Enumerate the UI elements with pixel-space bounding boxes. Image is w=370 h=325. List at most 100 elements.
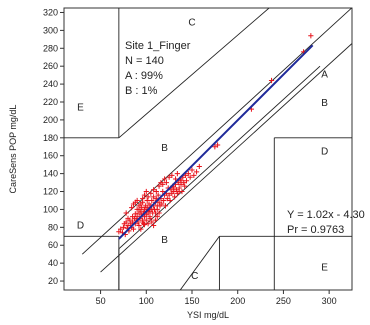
data-point (212, 144, 218, 150)
y-tick-label: 40 (48, 258, 58, 268)
y-tick-label: 60 (48, 240, 58, 250)
y-tick-label: 240 (43, 79, 58, 89)
regression-line (118, 44, 314, 240)
data-point (125, 222, 131, 229)
data-point (132, 211, 138, 217)
data-point (196, 163, 202, 170)
y-tick-label: 320 (43, 7, 58, 17)
data-point (181, 179, 187, 186)
data-point (141, 222, 148, 228)
data-point (189, 167, 195, 173)
stats-zone-a: A : 99% (125, 70, 163, 82)
data-point (166, 174, 172, 180)
data-point (164, 196, 170, 202)
zone-label: D (77, 221, 84, 232)
data-point (145, 221, 151, 227)
zone-label: B (321, 98, 328, 109)
data-point (138, 226, 144, 232)
stats-zone-b: B : 1% (125, 85, 158, 97)
data-point (136, 206, 142, 213)
y-tick-label: 20 (48, 276, 58, 286)
data-point (163, 179, 169, 186)
zone-label: C (188, 17, 195, 28)
data-point (143, 217, 149, 223)
data-point (160, 181, 166, 187)
data-point (161, 197, 167, 204)
data-point (153, 188, 159, 195)
x-tick-label: 250 (276, 296, 291, 306)
data-point (156, 183, 162, 189)
plot-area: E C B A B D D B C E Site 1_Finger N = 140 A : 99%… (63, 7, 365, 291)
y-axis: 20 40 60 80 100 120 140 160 180 200 220 240 260 280 30… (43, 7, 64, 286)
data-point (140, 221, 147, 227)
data-point (127, 217, 133, 223)
y-tick-label: 260 (43, 61, 58, 71)
data-point (169, 172, 175, 179)
y-axis-label: CareSens POP mg/dL (8, 105, 18, 194)
y-tick-label: 280 (43, 43, 58, 53)
regression-line-group (118, 44, 314, 240)
data-point (136, 222, 142, 229)
zone-boundary-line (118, 8, 270, 139)
zone-lines (64, 8, 352, 290)
zone-boundary-line (179, 236, 220, 290)
data-point (193, 169, 200, 175)
y-tick-label: 180 (43, 133, 58, 143)
data-point (141, 192, 148, 198)
x-tick-label: 100 (139, 296, 154, 306)
data-point (268, 77, 275, 84)
data-point (308, 33, 314, 39)
regression-box: Y = 1.02x - 4.30 Pr = 0.9763 (287, 209, 365, 236)
y-tick-label: 100 (43, 204, 58, 214)
data-point (162, 203, 169, 209)
stats-box: Site 1_Finger N = 140 A : 99% B : 1% (125, 40, 191, 97)
zone-label: A (321, 69, 328, 80)
data-point (123, 210, 129, 216)
y-tick-label: 300 (43, 25, 58, 35)
data-point (134, 213, 140, 220)
data-point (172, 176, 179, 182)
data-point (139, 205, 145, 211)
data-point (185, 171, 191, 177)
data-point (191, 172, 197, 179)
data-point (134, 197, 140, 204)
data-point (155, 192, 161, 198)
stats-n: N = 140 (125, 55, 164, 67)
data-point (116, 229, 122, 235)
zone-boundary-line (81, 8, 352, 255)
x-axis-label: YSI mg/dL (187, 310, 229, 320)
y-tick-label: 220 (43, 97, 58, 107)
data-point (145, 194, 151, 200)
data-point (152, 217, 159, 223)
data-point (149, 219, 155, 225)
y-tick-label: 140 (43, 169, 58, 179)
regression-equation: Y = 1.02x - 4.30 (287, 209, 365, 221)
data-point (156, 199, 162, 205)
zone-label: E (321, 263, 328, 274)
data-point (123, 219, 129, 225)
data-point (130, 226, 137, 232)
data-point (183, 172, 189, 179)
zone-label: E (77, 102, 84, 113)
data-point (151, 222, 157, 229)
data-point (151, 194, 157, 200)
data-point (118, 226, 124, 232)
data-point (154, 213, 160, 220)
x-tick-label: 50 (96, 296, 106, 306)
data-point (167, 197, 173, 204)
x-axis: 50 100 150 200 250 300 (96, 290, 337, 306)
data-point (149, 197, 155, 204)
data-point (143, 188, 149, 195)
data-point (187, 174, 193, 180)
zone-boundary-line (100, 42, 352, 273)
data-point (160, 188, 166, 195)
data-point (148, 190, 154, 196)
y-tick-label: 80 (48, 222, 58, 232)
data-point (159, 201, 165, 207)
data-point (120, 224, 127, 230)
stats-title: Site 1_Finger (125, 40, 191, 52)
data-point (174, 171, 180, 177)
data-point (144, 197, 150, 204)
data-point (151, 187, 157, 193)
